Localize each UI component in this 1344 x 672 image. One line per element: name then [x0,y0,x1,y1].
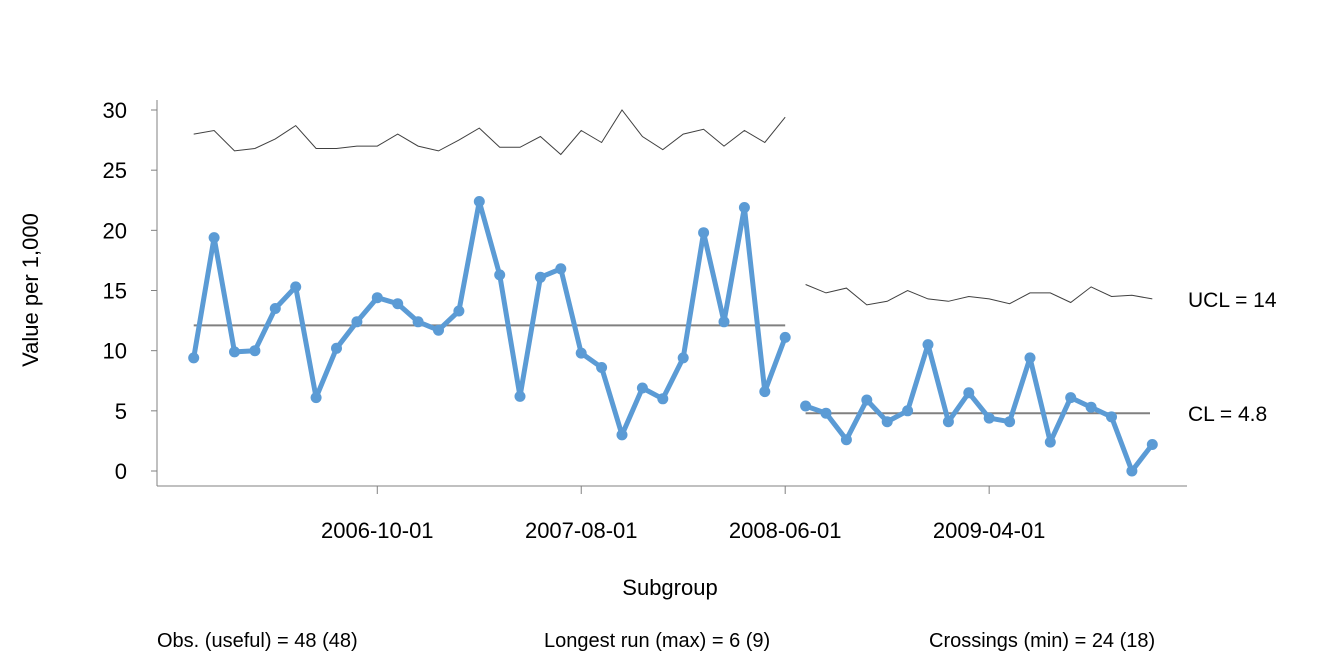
data-point [1106,411,1117,423]
cl-label: CL = 4.8 [1188,403,1267,426]
data-point [1126,465,1138,477]
y-tick-label: 10 [103,339,127,364]
data-point [433,324,444,336]
series-line [191,199,788,438]
data-point [718,316,730,328]
data-point [371,292,383,304]
crossings-stat: Crossings (min) = 24 (18) [929,630,1155,652]
data-point [677,352,689,364]
y-tick-label: 25 [103,158,127,183]
data-point [759,386,771,398]
obs-stat: Obs. (useful) = 48 (48) [157,630,358,652]
data-point [249,345,261,357]
data-point [596,362,608,373]
data-series [188,196,1158,477]
data-point [698,227,710,239]
data-point [616,429,628,441]
x-tick-label: 2006-10-01 [321,518,434,543]
y-tick-label: 30 [103,98,127,123]
x-tick-label: 2009-04-01 [933,518,1046,543]
data-point [779,331,791,343]
data-point [453,305,465,317]
data-point [902,405,914,417]
data-point [800,400,812,412]
x-tick-label: 2008-06-01 [729,518,842,543]
y-tick-label: 5 [115,399,127,424]
data-point [1024,352,1036,364]
data-point [922,339,934,351]
tick-labels: 0 5 10 15 20 25 30 2006-10-01 2007-08-01 2008-06-… [103,98,1046,543]
data-point [269,303,281,314]
data-point [412,316,424,328]
data-point [514,390,526,402]
control-limits [193,109,1153,415]
data-point [188,352,200,364]
series-line [804,342,1155,474]
data-point [534,271,546,283]
data-point [392,298,404,310]
ucl-line [805,284,1153,306]
data-point [331,342,342,354]
ucl-line [193,109,786,156]
y-axis-title: Value per 1,000 [18,213,43,367]
data-point [290,281,302,293]
data-point [963,387,975,399]
data-point [351,316,363,328]
ucl-label: UCL = 14 [1188,289,1277,312]
data-point [1004,416,1016,428]
data-point [229,346,240,358]
data-point [861,394,873,406]
data-point [575,347,587,359]
y-tick-label: 15 [103,279,127,304]
data-point [1065,392,1077,404]
axes [151,100,1187,494]
data-point [636,382,648,394]
data-point [738,202,750,213]
data-point [820,407,832,419]
data-point [881,416,893,428]
data-point [310,392,322,404]
data-point [840,434,852,446]
data-point [1146,439,1158,450]
data-point [473,196,485,207]
data-point [208,232,220,244]
x-axis-title: Subgroup [622,575,717,600]
data-point [494,269,506,281]
data-point [657,393,669,405]
data-point [555,263,567,275]
data-point [942,416,954,428]
x-tick-label: 2007-08-01 [525,518,638,543]
data-point [1085,401,1097,413]
y-tick-label: 20 [103,218,127,243]
y-tick-label: 0 [115,459,127,484]
longest-run-stat: Longest run (max) = 6 (9) [544,630,770,652]
data-point [1044,436,1056,448]
data-point [983,412,995,424]
